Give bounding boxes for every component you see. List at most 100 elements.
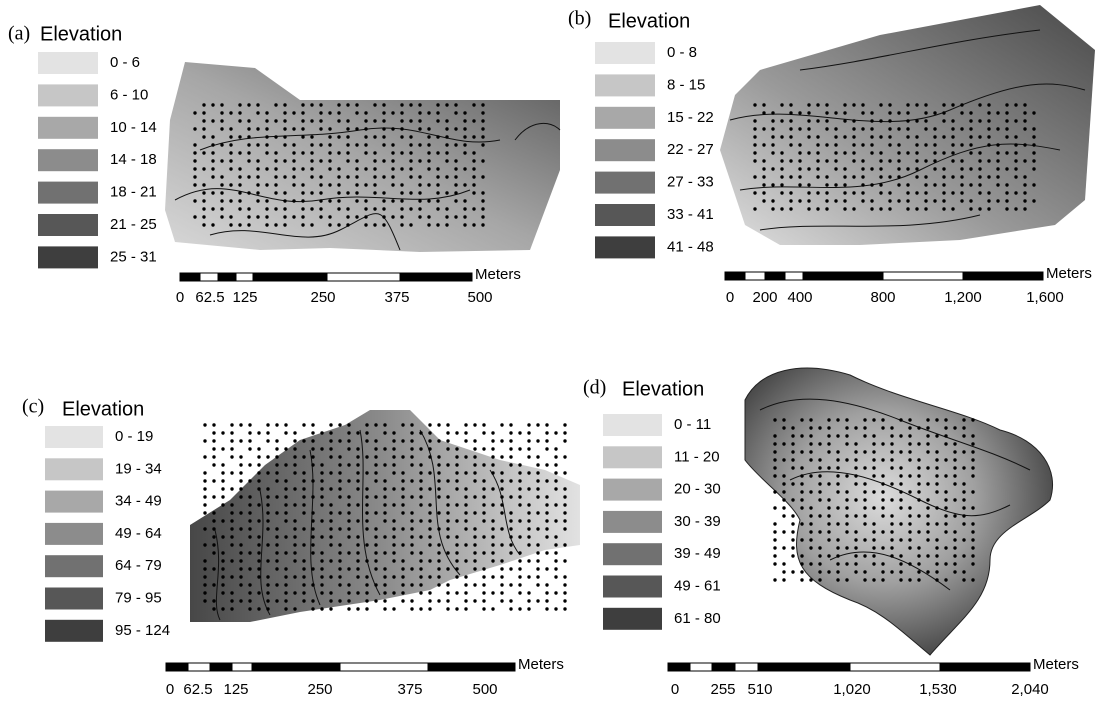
sample-point	[915, 207, 918, 210]
sample-point	[908, 562, 911, 565]
sample-point	[427, 111, 430, 114]
sample-point	[944, 562, 947, 565]
sample-point	[971, 530, 974, 533]
sample-point	[418, 183, 421, 186]
sample-point	[400, 207, 403, 210]
sample-point	[248, 495, 251, 498]
sample-point	[193, 175, 196, 178]
scale-segment	[210, 663, 232, 671]
sample-point	[1014, 119, 1017, 122]
sample-point	[202, 215, 205, 218]
sample-point	[311, 511, 314, 514]
scale-label: 1,600	[1026, 289, 1064, 306]
sample-point	[329, 527, 332, 530]
sample-point	[791, 554, 794, 557]
scale-segment	[252, 663, 340, 671]
sample-point	[418, 127, 421, 130]
sample-point	[311, 495, 314, 498]
sample-point	[238, 223, 241, 226]
sample-point	[472, 223, 475, 226]
sample-point	[419, 447, 422, 450]
sample-point	[518, 463, 521, 466]
sample-point	[383, 431, 386, 434]
sample-point	[924, 175, 927, 178]
sample-point	[446, 535, 449, 538]
sample-point	[203, 559, 206, 562]
sample-point	[890, 570, 893, 573]
sample-point	[563, 583, 566, 586]
sample-point	[870, 111, 873, 114]
sample-point	[863, 426, 866, 429]
sample-point	[220, 127, 223, 130]
sample-point	[872, 490, 875, 493]
sample-point	[220, 183, 223, 186]
sample-point	[872, 506, 875, 509]
sample-point	[193, 127, 196, 130]
sample-point	[347, 439, 350, 442]
sample-point	[463, 151, 466, 154]
sample-point	[852, 151, 855, 154]
sample-point	[454, 191, 457, 194]
scale-label: 0	[176, 289, 184, 306]
sample-point	[464, 543, 467, 546]
sample-point	[843, 135, 846, 138]
sample-point	[463, 199, 466, 202]
sample-point	[364, 135, 367, 138]
sample-point	[836, 474, 839, 477]
sample-point	[791, 546, 794, 549]
scale-segment	[668, 663, 690, 671]
sample-point	[1023, 143, 1026, 146]
sample-point	[266, 487, 269, 490]
sample-point	[391, 159, 394, 162]
sample-point	[854, 514, 857, 517]
sample-point	[212, 535, 215, 538]
sample-point	[800, 450, 803, 453]
sample-point	[890, 554, 893, 557]
legend-label: 49 - 61	[674, 577, 721, 594]
sample-point	[464, 503, 467, 506]
legend-swatch	[45, 426, 103, 448]
sample-point	[1023, 199, 1026, 202]
legend-swatch	[45, 458, 103, 480]
sample-point	[203, 527, 206, 530]
sample-point	[328, 199, 331, 202]
sample-point	[509, 479, 512, 482]
sample-point	[257, 543, 260, 546]
sample-point	[419, 495, 422, 498]
sample-point	[897, 183, 900, 186]
sample-point	[899, 482, 902, 485]
sample-point	[238, 111, 241, 114]
sample-point	[863, 578, 866, 581]
sample-point	[301, 127, 304, 130]
sample-point	[987, 127, 990, 130]
sample-point	[374, 495, 377, 498]
sample-point	[773, 458, 776, 461]
sample-point	[247, 207, 250, 210]
sample-point	[899, 490, 902, 493]
sample-point	[409, 223, 412, 226]
sample-point	[969, 151, 972, 154]
legend-label: 49 - 64	[115, 525, 162, 542]
legend-swatch	[595, 42, 655, 64]
sample-point	[256, 159, 259, 162]
sample-point	[800, 506, 803, 509]
sample-point	[212, 583, 215, 586]
sample-point	[220, 119, 223, 122]
sample-point	[257, 447, 260, 450]
sample-point	[899, 466, 902, 469]
sample-point	[265, 127, 268, 130]
sample-point	[827, 522, 830, 525]
sample-point	[908, 442, 911, 445]
sample-point	[825, 183, 828, 186]
sample-point	[301, 119, 304, 122]
sample-point	[836, 506, 839, 509]
sample-point	[960, 143, 963, 146]
sample-point	[229, 111, 232, 114]
sample-point	[292, 159, 295, 162]
sample-point	[265, 111, 268, 114]
sample-point	[816, 143, 819, 146]
scale-unit: Meters	[1033, 656, 1079, 673]
sample-point	[942, 135, 945, 138]
sample-point	[302, 439, 305, 442]
sample-point	[753, 207, 756, 210]
